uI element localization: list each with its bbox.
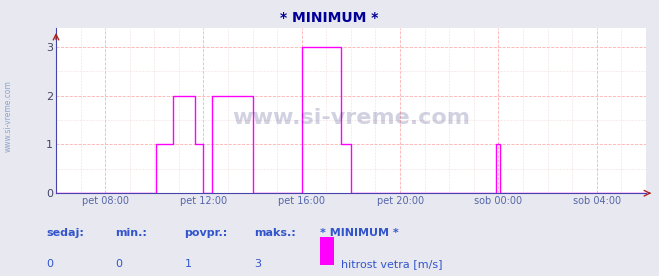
Text: 1: 1	[185, 259, 192, 269]
Text: sedaj:: sedaj:	[46, 228, 84, 238]
Text: 0: 0	[115, 259, 123, 269]
Text: hitrost vetra [m/s]: hitrost vetra [m/s]	[341, 259, 442, 269]
Text: maks.:: maks.:	[254, 228, 295, 238]
Text: povpr.:: povpr.:	[185, 228, 228, 238]
Text: * MINIMUM *: * MINIMUM *	[320, 228, 398, 238]
Text: * MINIMUM *: * MINIMUM *	[280, 11, 379, 25]
Text: 0: 0	[46, 259, 53, 269]
Text: min.:: min.:	[115, 228, 147, 238]
Text: www.si-vreme.com: www.si-vreme.com	[3, 80, 13, 152]
Text: www.si-vreme.com: www.si-vreme.com	[232, 108, 470, 128]
Text: 3: 3	[254, 259, 261, 269]
